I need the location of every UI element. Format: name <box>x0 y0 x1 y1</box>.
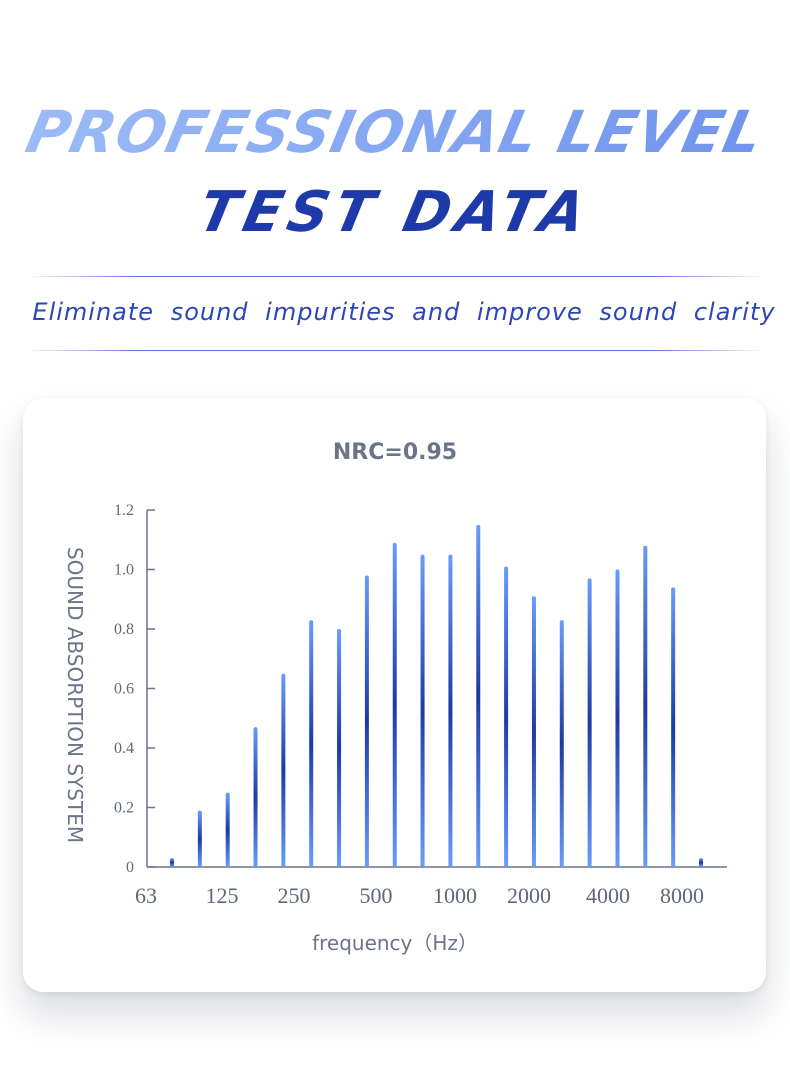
x-tick-label: 4000 <box>586 883 630 908</box>
bar <box>392 542 397 867</box>
bar <box>309 620 314 867</box>
bar <box>448 554 453 867</box>
bar <box>364 575 369 867</box>
divider-bottom <box>25 350 765 351</box>
chart-title: NRC=0.95 <box>332 440 458 465</box>
bar <box>281 673 286 867</box>
divider-top <box>25 276 765 277</box>
bars <box>170 524 703 867</box>
y-axis-label: SOUND ABSORPTION SYSTEM <box>63 547 87 843</box>
x-tick-label: 63 <box>135 883 157 908</box>
y-tick-label: 0.8 <box>114 621 134 638</box>
x-tick-label: 500 <box>360 883 393 908</box>
bar <box>170 858 174 867</box>
y-tick-label: 1.0 <box>114 562 134 579</box>
bar <box>197 810 202 867</box>
bar <box>615 569 620 867</box>
bar <box>476 524 481 867</box>
y-tick-label: 0 <box>126 859 134 876</box>
bar <box>671 587 676 867</box>
x-tick-label: 250 <box>278 883 311 908</box>
bar <box>699 858 703 867</box>
x-tick-label: 1000 <box>433 883 477 908</box>
bar <box>504 566 509 867</box>
bar <box>253 727 258 867</box>
x-axis-label: frequency（Hz） <box>312 931 478 955</box>
x-axis: 63 125 250 500 1000 2000 4000 8000 <box>135 866 727 908</box>
y-tick-label: 0.4 <box>114 740 134 757</box>
bar <box>587 578 592 867</box>
y-tick-label: 1.2 <box>114 502 134 519</box>
x-tick-label: 2000 <box>507 883 551 908</box>
bar <box>643 545 648 867</box>
bar <box>337 629 342 867</box>
tagline: Eliminate sound impurities and improve s… <box>32 298 776 326</box>
bar <box>559 620 564 867</box>
x-tick-label: 125 <box>206 883 239 908</box>
bar <box>225 792 230 867</box>
y-axis: 0 0.2 0.4 0.6 0.8 1.0 1.2 <box>114 502 155 876</box>
y-tick-label: 0.6 <box>114 681 134 698</box>
y-tick-label: 0.2 <box>114 800 134 817</box>
bar <box>420 554 425 867</box>
bar <box>531 596 536 867</box>
x-tick-label: 8000 <box>660 883 704 908</box>
